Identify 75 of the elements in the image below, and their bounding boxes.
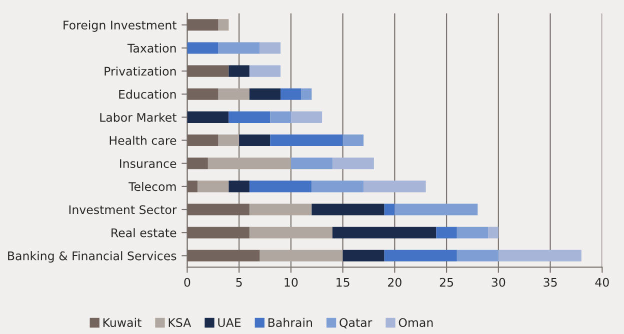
bar <box>456 250 498 262</box>
bar <box>436 226 457 238</box>
bar <box>218 134 240 146</box>
bar <box>187 19 218 31</box>
bar <box>187 42 218 54</box>
bar <box>198 180 229 192</box>
x-tick-label: 10 <box>284 278 298 287</box>
y-tick-label: Banking & Financial Services <box>8 251 176 263</box>
y-tick-label: Education <box>119 90 176 99</box>
y-tick-label: Real estate <box>112 228 176 238</box>
x-tick-label: 20 <box>388 278 402 287</box>
y-tick-label: Labor Market <box>100 112 176 122</box>
bar <box>249 180 312 192</box>
y-tick-label: Health care <box>110 136 176 145</box>
bar <box>260 250 343 262</box>
bar <box>384 204 395 216</box>
bar <box>187 65 229 77</box>
bar <box>270 111 291 123</box>
legend-label: KSA <box>168 318 192 328</box>
bar <box>332 158 374 170</box>
bar <box>239 134 270 146</box>
bar <box>332 226 436 238</box>
bar <box>187 226 250 238</box>
bar <box>249 88 281 100</box>
bar <box>187 158 208 170</box>
x-tick-label: 30 <box>492 278 506 287</box>
y-tick-label: Investment Sector <box>69 205 177 214</box>
bar <box>394 204 478 216</box>
legend-label: Kuwait <box>103 318 142 328</box>
bar <box>290 158 332 170</box>
bar <box>228 180 250 192</box>
legend-label: UAE <box>218 318 241 328</box>
bar <box>280 88 302 100</box>
bar <box>342 250 384 262</box>
legend-label: Qatar <box>340 318 372 328</box>
bar <box>187 111 229 123</box>
x-tick-label: 25 <box>440 278 454 287</box>
bar <box>187 204 250 216</box>
x-tick-label: 15 <box>336 278 350 287</box>
legend-label: Oman <box>398 318 433 328</box>
bar <box>208 158 291 170</box>
bar <box>228 111 270 123</box>
bar <box>270 134 343 146</box>
y-tick-label: Insurance <box>120 159 176 168</box>
bar <box>301 88 312 100</box>
bar <box>218 42 260 54</box>
bar <box>384 250 457 262</box>
bar <box>249 65 281 77</box>
x-tick-label: 0 <box>184 278 190 287</box>
y-tick-label: Telecom <box>128 182 176 192</box>
bar <box>218 19 229 31</box>
bar <box>249 226 332 238</box>
bar <box>218 88 250 100</box>
bar <box>187 134 218 146</box>
y-tick-label: Privatization <box>104 66 176 76</box>
x-tick-label: 5 <box>236 278 242 287</box>
bar <box>342 134 364 146</box>
bar <box>498 250 582 262</box>
bar <box>187 180 198 192</box>
bar <box>249 204 312 216</box>
bar <box>312 180 364 192</box>
bar <box>488 226 498 238</box>
x-tick-label: 40 <box>595 278 609 287</box>
bar <box>290 111 322 123</box>
bar <box>228 65 250 77</box>
x-tick-label: 35 <box>544 278 557 287</box>
y-tick-label: Foreign Investment <box>64 20 176 32</box>
bar <box>187 250 260 262</box>
bar <box>456 226 488 238</box>
bar <box>260 42 281 54</box>
bar <box>187 88 218 100</box>
bar <box>364 180 426 192</box>
legend-label: Bahrain <box>268 318 312 328</box>
y-tick-label: Taxation <box>127 43 176 53</box>
bar <box>312 204 384 216</box>
